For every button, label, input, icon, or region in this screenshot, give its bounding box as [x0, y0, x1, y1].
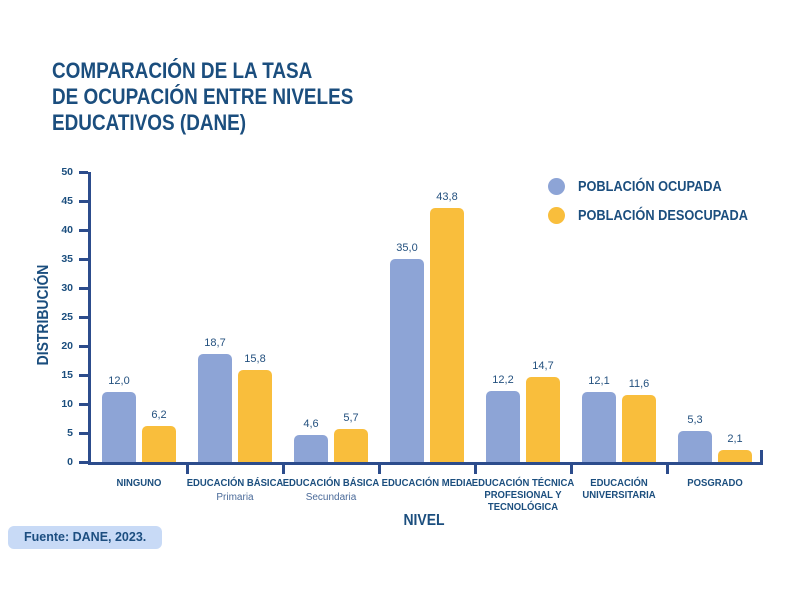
x-category-sublabel: Primaria [216, 492, 254, 503]
bar-desocupada [238, 370, 272, 462]
x-category-label: EDUCACIÓN BÁSICA Secundaria [273, 478, 389, 504]
x-category-label-line: POSGRADO [687, 478, 743, 489]
x-category-label-line: NINGUNO [116, 478, 162, 489]
y-axis-tick-label: 40 [61, 224, 73, 236]
legend-item-ocupada: POBLACIÓN OCUPADA [548, 172, 771, 201]
y-axis-tick-label: 45 [61, 195, 73, 207]
bar-ocupada [198, 353, 232, 462]
x-axis-tick [474, 465, 477, 474]
y-axis-tick [79, 403, 88, 406]
bar-value-label: 14,7 [532, 359, 554, 372]
bar-ocupada [486, 391, 520, 462]
x-category-label-line: EDUCACIÓN TÉCNICA [471, 478, 575, 489]
x-axis-end-cap [760, 450, 763, 462]
x-axis-tick [570, 465, 573, 474]
bar-desocupada [526, 376, 560, 462]
y-axis-tick [79, 200, 88, 203]
bar-value-label: 35,0 [396, 242, 418, 254]
y-axis-tick-label: 0 [67, 456, 73, 468]
chart-title-line-2: DE OCUPACIÓN ENTRE NIVELES [52, 84, 354, 109]
y-axis-tick-label: 35 [61, 253, 73, 265]
y-axis-tick [79, 316, 88, 319]
x-category-label-line: EDUCACIÓN BÁSICA [186, 478, 284, 489]
source-badge: Fuente: DANE, 2023. [8, 526, 163, 549]
bar-desocupada [622, 394, 656, 462]
x-category-label: EDUCACIÓN UNIVERSITARIA [561, 478, 677, 502]
bar-value-label: 15,8 [244, 353, 266, 366]
bar-value-label: 11,6 [628, 377, 650, 390]
x-axis-title: NIVEL [403, 512, 445, 529]
y-axis-tick [79, 461, 88, 464]
bar-ocupada [582, 391, 616, 462]
y-axis-tick-label: 15 [61, 369, 73, 381]
x-axis-tick [186, 465, 189, 474]
x-category-label-line: EDUCACIÓN BÁSICA [282, 478, 380, 489]
x-axis-tick [378, 465, 381, 474]
bar-value-label: 5,3 [687, 414, 703, 427]
x-category-label: NINGUNO [81, 478, 197, 490]
y-axis-tick [79, 171, 88, 174]
bar-desocupada [718, 449, 752, 462]
bar-value-label: 5,7 [343, 411, 359, 424]
x-category-label: EDUCACIÓN BÁSICA Primaria [177, 478, 293, 504]
x-category-label: EDUCACIÓN MEDIA [369, 478, 485, 490]
bar-ocupada [294, 435, 328, 462]
y-axis-tick [79, 287, 88, 290]
legend-item-desocupada: POBLACIÓN DESOCUPADA [548, 201, 771, 230]
bar-value-label: 6,2 [151, 409, 167, 422]
bar-value-label: 12,0 [108, 375, 130, 388]
bar-desocupada [334, 428, 368, 462]
x-category-sublabel: Secundaria [305, 492, 357, 503]
y-axis-tick-label: 10 [61, 398, 73, 410]
x-axis-tick [282, 465, 285, 474]
plot-area: 0 5 10 15 20 25 30 35 40 45 50 12,0 6,2 NINGUNO 18,7 15… [61, 166, 763, 513]
chart-title-line-1: COMPARACIÓN DE LA TASA [52, 58, 313, 83]
legend-dot-desocupada-icon [548, 207, 565, 224]
bar-value-label: 12,1 [588, 374, 610, 387]
x-category-label-line: UNIVERSITARIA [582, 490, 656, 501]
bar-ocupada [102, 392, 136, 462]
chart-title-line-3: EDUCATIVOS (DANE) [52, 110, 247, 135]
x-category-label: POSGRADO [657, 478, 773, 490]
x-category-label-line: TECNOLÓGICA [487, 502, 559, 513]
bar-ocupada [678, 431, 712, 462]
x-axis-tick [666, 465, 669, 474]
y-axis-tick [79, 374, 88, 377]
bar-desocupada [142, 426, 176, 462]
chart-title: COMPARACIÓN DE LA TASA DE OCUPACIÓN ENTR… [52, 58, 353, 136]
y-axis-tick-label: 30 [61, 282, 73, 294]
bar-value-label: 18,7 [204, 336, 226, 349]
y-axis-tick [79, 432, 88, 435]
bar-desocupada [430, 207, 464, 462]
y-axis-tick [79, 258, 88, 261]
x-category-label: EDUCACIÓN TÉCNICA PROFESIONAL Y TECNOLÓGIC… [465, 478, 581, 514]
bar-value-label: 2,1 [727, 432, 743, 445]
bar-value-label: 4,6 [303, 418, 319, 431]
bar-value-label: 43,8 [436, 190, 458, 203]
bar-value-label: 12,2 [492, 374, 514, 387]
x-category-label-line: EDUCACIÓN MEDIA [381, 478, 473, 489]
x-category-label-line: EDUCACIÓN [590, 478, 648, 489]
y-axis-tick [79, 229, 88, 232]
legend: POBLACIÓN OCUPADA POBLACIÓN DESOCUPADA [548, 172, 771, 230]
legend-label-ocupada: POBLACIÓN OCUPADA [578, 178, 722, 195]
y-axis-tick-label: 20 [61, 340, 73, 352]
y-axis-tick-label: 25 [61, 311, 73, 323]
y-axis-tick-label: 50 [61, 166, 73, 178]
y-axis-tick-label: 5 [67, 427, 73, 439]
legend-label-desocupada: POBLACIÓN DESOCUPADA [578, 207, 748, 224]
y-axis-tick [79, 345, 88, 348]
x-category-label-line: PROFESIONAL Y [484, 490, 562, 501]
bar-ocupada [390, 259, 424, 462]
legend-dot-ocupada-icon [548, 178, 565, 195]
